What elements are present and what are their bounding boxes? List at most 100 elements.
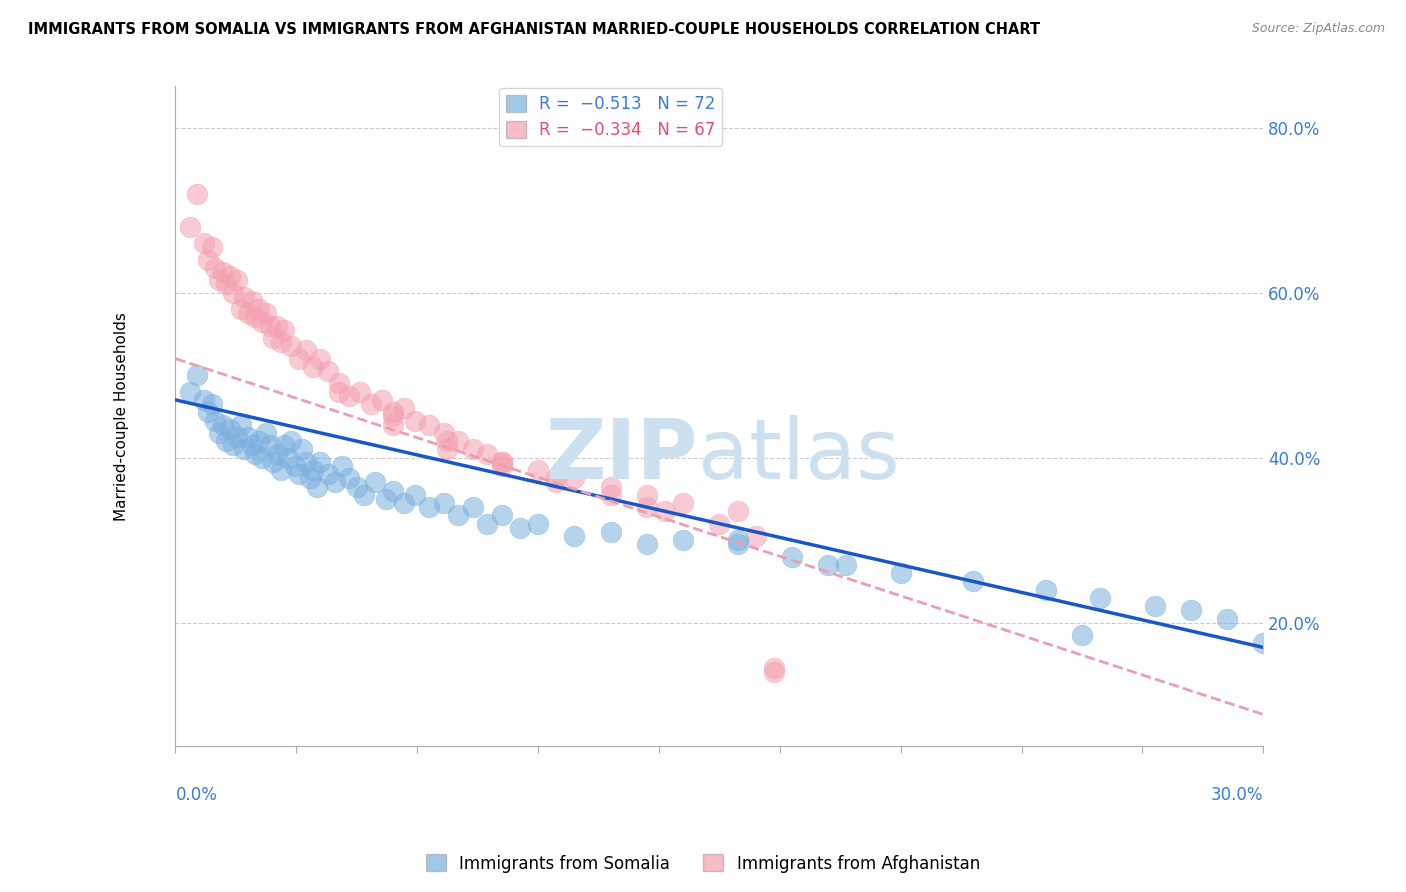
Point bbox=[418, 417, 440, 432]
Point bbox=[309, 455, 332, 469]
Point bbox=[233, 442, 256, 457]
Text: IMMIGRANTS FROM SOMALIA VS IMMIGRANTS FROM AFGHANISTAN MARRIED-COUPLE HOUSEHOLDS: IMMIGRANTS FROM SOMALIA VS IMMIGRANTS FR… bbox=[28, 22, 1040, 37]
Point bbox=[374, 491, 396, 506]
Point bbox=[218, 422, 240, 436]
Point bbox=[546, 475, 568, 490]
Point bbox=[636, 488, 658, 502]
Point bbox=[364, 475, 387, 490]
Point bbox=[236, 430, 259, 444]
Point bbox=[835, 558, 858, 572]
Point bbox=[339, 471, 361, 485]
Point bbox=[562, 529, 585, 543]
Point bbox=[316, 364, 339, 378]
Legend: R =  −0.513   N = 72, R =  −0.334   N = 67: R = −0.513 N = 72, R = −0.334 N = 67 bbox=[499, 88, 723, 146]
Point bbox=[404, 413, 426, 427]
Point bbox=[1088, 591, 1111, 605]
Point bbox=[229, 302, 252, 317]
Point bbox=[962, 574, 984, 589]
Point bbox=[284, 458, 307, 473]
Point bbox=[266, 318, 288, 333]
Point bbox=[273, 323, 295, 337]
Point bbox=[305, 479, 328, 493]
Point bbox=[266, 446, 288, 460]
Text: atlas: atlas bbox=[697, 416, 900, 497]
Point bbox=[218, 269, 240, 284]
Point bbox=[277, 450, 299, 465]
Point bbox=[360, 397, 382, 411]
Point bbox=[222, 285, 245, 300]
Point bbox=[270, 463, 292, 477]
Text: ZIP: ZIP bbox=[546, 416, 697, 497]
Point bbox=[193, 392, 215, 407]
Point bbox=[201, 397, 224, 411]
Point bbox=[302, 463, 325, 477]
Point bbox=[280, 434, 302, 449]
Point bbox=[211, 417, 233, 432]
Point bbox=[392, 496, 415, 510]
Point bbox=[546, 471, 568, 485]
Text: 30.0%: 30.0% bbox=[1211, 786, 1264, 804]
Point bbox=[491, 458, 513, 473]
Point bbox=[252, 450, 274, 465]
Point bbox=[1216, 611, 1239, 625]
Point bbox=[382, 405, 405, 419]
Point bbox=[339, 389, 361, 403]
Point bbox=[636, 500, 658, 515]
Point bbox=[179, 384, 201, 399]
Point bbox=[447, 434, 470, 449]
Point bbox=[562, 471, 585, 485]
Text: Source: ZipAtlas.com: Source: ZipAtlas.com bbox=[1251, 22, 1385, 36]
Point bbox=[254, 425, 277, 440]
Point bbox=[353, 488, 375, 502]
Point bbox=[491, 455, 513, 469]
Point bbox=[328, 384, 350, 399]
Point bbox=[226, 273, 249, 287]
Point bbox=[762, 665, 785, 680]
Point bbox=[254, 306, 277, 320]
Point bbox=[349, 384, 371, 399]
Point bbox=[330, 458, 353, 473]
Point bbox=[382, 483, 405, 498]
Point bbox=[240, 438, 263, 452]
Point bbox=[215, 277, 238, 292]
Point bbox=[247, 434, 270, 449]
Point bbox=[211, 265, 233, 279]
Point bbox=[179, 219, 201, 234]
Point bbox=[762, 661, 785, 675]
Point bbox=[509, 521, 531, 535]
Point bbox=[780, 549, 803, 564]
Point bbox=[1071, 628, 1094, 642]
Point bbox=[404, 488, 426, 502]
Point bbox=[280, 339, 302, 353]
Point bbox=[447, 508, 470, 523]
Point bbox=[247, 302, 270, 317]
Point bbox=[270, 335, 292, 350]
Point bbox=[382, 409, 405, 424]
Point bbox=[436, 434, 458, 449]
Point bbox=[433, 496, 456, 510]
Point bbox=[201, 240, 224, 254]
Point bbox=[436, 442, 458, 457]
Point bbox=[229, 417, 252, 432]
Text: Married-couple Households: Married-couple Households bbox=[114, 312, 128, 521]
Point bbox=[259, 438, 281, 452]
Point bbox=[817, 558, 839, 572]
Point bbox=[1035, 582, 1057, 597]
Point bbox=[1143, 599, 1166, 614]
Point bbox=[197, 252, 219, 267]
Point bbox=[527, 463, 550, 477]
Text: 0.0%: 0.0% bbox=[176, 786, 218, 804]
Point bbox=[252, 314, 274, 328]
Legend: Immigrants from Somalia, Immigrants from Afghanistan: Immigrants from Somalia, Immigrants from… bbox=[419, 847, 987, 880]
Point bbox=[654, 504, 676, 518]
Point bbox=[418, 500, 440, 515]
Point bbox=[302, 359, 325, 374]
Point bbox=[295, 455, 318, 469]
Point bbox=[371, 392, 394, 407]
Point bbox=[243, 310, 266, 325]
Point bbox=[197, 405, 219, 419]
Point bbox=[491, 508, 513, 523]
Point bbox=[328, 376, 350, 391]
Point bbox=[222, 438, 245, 452]
Point bbox=[709, 516, 731, 531]
